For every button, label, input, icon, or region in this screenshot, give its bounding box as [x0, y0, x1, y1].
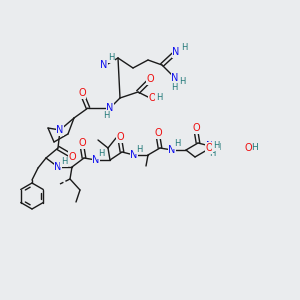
- Text: O: O: [78, 138, 86, 148]
- Text: N: N: [168, 145, 176, 155]
- Text: H: H: [250, 143, 257, 152]
- Text: O: O: [78, 88, 86, 98]
- Text: H: H: [171, 82, 177, 91]
- Text: H: H: [174, 140, 180, 148]
- Text: N: N: [100, 60, 108, 70]
- Text: H: H: [156, 94, 162, 103]
- Text: H: H: [179, 77, 185, 86]
- Text: O: O: [68, 152, 76, 162]
- Text: H: H: [181, 44, 187, 52]
- Text: H: H: [209, 149, 215, 158]
- Text: H: H: [213, 142, 219, 151]
- Text: N: N: [130, 150, 138, 160]
- Text: O: O: [154, 128, 162, 138]
- Text: O: O: [148, 93, 156, 103]
- Text: N: N: [106, 103, 114, 113]
- Text: H: H: [98, 149, 104, 158]
- Text: O: O: [192, 123, 200, 133]
- Text: N: N: [171, 73, 179, 83]
- Text: H: H: [214, 143, 220, 152]
- Text: N: N: [92, 155, 100, 165]
- Text: O: O: [146, 74, 154, 84]
- Text: O: O: [116, 132, 124, 142]
- Text: H: H: [136, 145, 142, 154]
- Text: N: N: [172, 47, 180, 57]
- Text: O: O: [205, 143, 213, 153]
- Text: H: H: [108, 53, 114, 62]
- Text: H: H: [103, 110, 109, 119]
- Text: O: O: [244, 143, 252, 153]
- Text: N: N: [56, 125, 64, 135]
- Text: N: N: [206, 141, 214, 151]
- Text: N: N: [54, 162, 62, 172]
- Text: H: H: [61, 158, 67, 166]
